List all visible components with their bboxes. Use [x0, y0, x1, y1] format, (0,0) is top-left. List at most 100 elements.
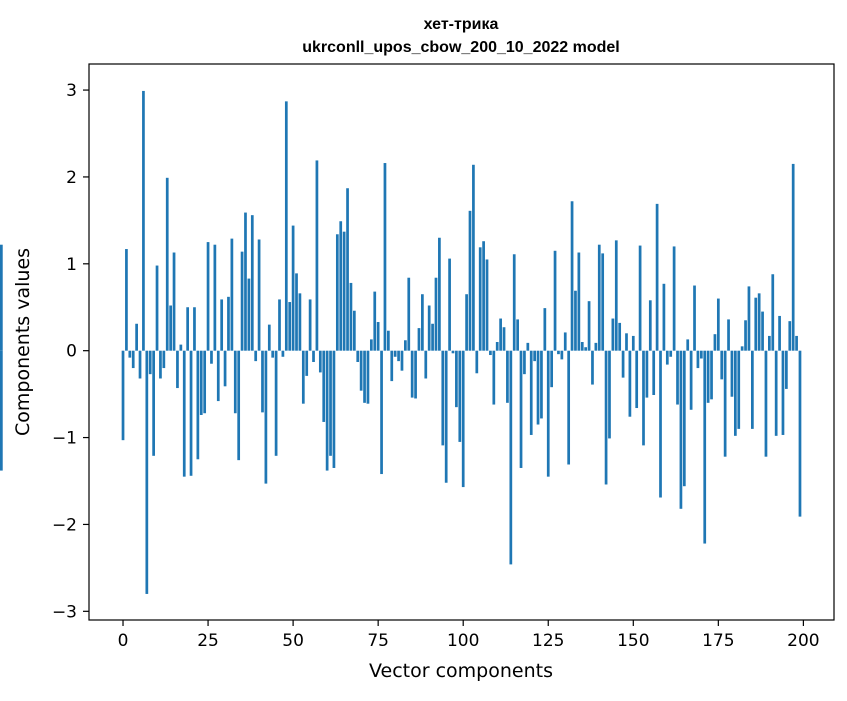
bar	[553, 250, 557, 351]
bar	[356, 350, 360, 362]
bar	[230, 238, 234, 351]
bar	[148, 350, 152, 375]
bar	[580, 342, 584, 351]
bar	[730, 350, 734, 397]
bar	[369, 339, 373, 351]
bar	[152, 350, 155, 456]
x-tick-label: 50	[282, 631, 304, 651]
bar	[458, 350, 462, 442]
bar	[407, 277, 411, 351]
bar	[176, 350, 179, 389]
bar	[751, 350, 754, 429]
bar	[203, 350, 207, 414]
bar	[172, 252, 176, 351]
bar	[465, 294, 468, 351]
bar	[417, 328, 421, 351]
bar	[359, 350, 363, 391]
bar	[349, 282, 353, 351]
bar	[757, 293, 761, 351]
bar	[635, 350, 639, 409]
bar	[335, 234, 339, 351]
bar	[672, 246, 676, 351]
bar	[727, 319, 730, 351]
bar	[676, 350, 679, 405]
bar	[0, 350, 3, 471]
bar	[267, 324, 271, 351]
bar	[414, 350, 417, 399]
bar	[631, 335, 635, 351]
bar	[798, 350, 802, 517]
bar	[710, 350, 713, 400]
bar	[512, 254, 516, 351]
bar	[461, 350, 465, 488]
bar	[315, 160, 319, 351]
bar	[601, 253, 605, 351]
bar	[771, 274, 775, 351]
bar	[308, 299, 312, 351]
x-tick-label: 125	[532, 631, 564, 651]
bars-group	[0, 90, 802, 594]
bar	[441, 350, 445, 446]
bar	[703, 350, 707, 544]
bar	[159, 350, 162, 379]
bar	[223, 350, 227, 387]
bar	[723, 350, 727, 457]
bar	[444, 350, 448, 483]
bar	[577, 252, 581, 351]
x-tick-label: 25	[197, 631, 219, 651]
bar	[196, 350, 200, 460]
bar	[693, 285, 696, 351]
bar	[438, 237, 441, 351]
y-axis-ticks: −3 −2 −1 0 1 2 3	[52, 81, 89, 622]
bar	[744, 320, 747, 351]
bar	[781, 350, 785, 435]
bar	[322, 350, 326, 422]
bar	[652, 350, 656, 395]
bar	[271, 350, 275, 358]
y-tick-label: −2	[52, 515, 77, 535]
bar	[747, 286, 751, 351]
bar	[679, 350, 683, 509]
bar	[638, 245, 642, 351]
y-tick-label: −3	[52, 602, 77, 622]
bar	[342, 231, 346, 351]
bar	[366, 350, 370, 404]
bar	[509, 350, 513, 565]
bar	[233, 350, 237, 414]
y-axis-label: Components values	[12, 248, 34, 436]
bar	[720, 350, 724, 380]
bar	[264, 350, 268, 484]
bar	[706, 350, 710, 403]
bar	[495, 342, 499, 351]
bar	[499, 318, 502, 351]
bar	[142, 90, 145, 351]
bar	[138, 350, 142, 379]
bar	[682, 350, 686, 487]
bar	[529, 350, 533, 435]
bar	[254, 350, 258, 362]
bar	[298, 293, 302, 351]
bar	[240, 251, 244, 351]
bar	[587, 301, 591, 351]
bar	[199, 350, 203, 415]
bar	[662, 283, 666, 351]
bar	[193, 307, 196, 351]
bar	[284, 101, 288, 351]
bar	[768, 335, 771, 351]
bar	[699, 350, 703, 359]
bar	[570, 201, 574, 351]
bar	[373, 291, 377, 351]
bar	[523, 350, 526, 375]
bar	[179, 344, 183, 351]
bar	[485, 259, 489, 351]
bar	[506, 350, 509, 403]
bar	[655, 203, 659, 351]
x-tick-label: 175	[702, 631, 734, 651]
bar	[393, 350, 397, 357]
bar	[574, 290, 577, 351]
bar	[312, 350, 315, 362]
bar	[339, 221, 343, 351]
bar	[597, 244, 601, 351]
bar	[278, 299, 281, 351]
bar	[237, 350, 241, 461]
